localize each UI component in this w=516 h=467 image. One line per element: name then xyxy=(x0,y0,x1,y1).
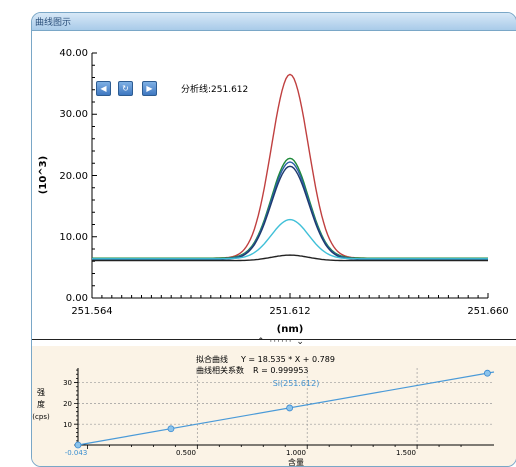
spectrum-series xyxy=(92,73,488,262)
cal-x-tick-label: 1.500 xyxy=(396,449,416,457)
x-tick-label: 251.612 xyxy=(269,306,310,317)
correlation-value: R = 0.999953 xyxy=(253,366,309,375)
cal-x-tick-label: 0.500 xyxy=(176,449,196,457)
cal-x-tick-label: -0.043 xyxy=(65,449,88,457)
y-axis-label-3: (cps) xyxy=(32,413,50,421)
calibration-marks xyxy=(74,369,495,449)
y-tick-label: 40.00 xyxy=(59,48,88,59)
y-axis-label-2: 度 xyxy=(37,399,45,409)
window-title: 曲线图示 xyxy=(35,18,72,28)
spectrum-series-line xyxy=(92,165,488,261)
calibration-panel: 拟合曲线 Y = 18.535 * X + 0.789 曲线相关系数 R = 0… xyxy=(32,346,516,466)
analysis-line-label: 分析线:251.612 xyxy=(181,85,249,95)
fit-line xyxy=(77,371,495,446)
spectrum-series-line xyxy=(92,161,488,260)
cal-x-label: 含量 xyxy=(288,457,304,466)
y-tick-label: 30.00 xyxy=(59,109,88,120)
fit-equation: Y = 18.535 * X + 0.789 xyxy=(240,355,335,364)
calibration-point xyxy=(74,441,82,449)
series-label: Si(251.612) xyxy=(273,379,320,388)
next-line-button[interactable]: ▶ xyxy=(142,81,157,96)
correlation-label: 曲线相关系数 xyxy=(196,365,244,375)
x-tick-label: 251.660 xyxy=(467,306,508,317)
calibration-chart: 拟合曲线 Y = 18.535 * X + 0.789 曲线相关系数 R = 0… xyxy=(32,354,495,466)
cal-x-tick-label: 1.000 xyxy=(286,449,306,457)
spectrum-chart: 40.00 30.00 20.00 10.00 0.00 251.564 251… xyxy=(38,48,509,335)
spectrum-y-label: (10^3) xyxy=(38,156,49,194)
spectrum-series-line xyxy=(92,254,488,262)
cal-x-ticks: -0.043 0.500 1.000 1.500 xyxy=(65,449,416,457)
cal-y-ticks: 30 20 10 xyxy=(63,379,72,429)
fit-curve-label: 拟合曲线 xyxy=(196,354,228,364)
calibration-point xyxy=(167,425,175,433)
y-axis-label-1: 强 xyxy=(37,388,45,397)
y-tick-label: 20.00 xyxy=(59,171,88,182)
spectrum-series-line xyxy=(92,218,488,260)
calibration-point xyxy=(484,369,491,377)
curve-window: 曲线图示 40.00 30.00 20.00 10.00 0.00 251.56… xyxy=(31,12,516,467)
cal-y-tick-label: 30 xyxy=(63,379,72,387)
splitter-grip-icon[interactable]: ⌃ ······ ⌄ xyxy=(257,337,305,347)
spectrum-y-ticks: 40.00 30.00 20.00 10.00 0.00 xyxy=(59,48,88,304)
y-tick-label: 10.00 xyxy=(59,232,88,243)
x-tick-label: 251.564 xyxy=(71,306,112,317)
spectrum-panel: 40.00 30.00 20.00 10.00 0.00 251.564 251… xyxy=(32,31,516,339)
title-bar: 曲线图示 xyxy=(32,13,516,31)
cal-y-tick-label: 20 xyxy=(63,400,72,408)
previous-line-button[interactable]: ◀ xyxy=(96,81,111,96)
cal-y-tick-label: 10 xyxy=(63,421,72,429)
spectrum-x-ticks: 251.564 251.612 251.660 xyxy=(71,306,508,317)
spectrum-x-label: (nm) xyxy=(277,324,304,335)
spectrum-series-line xyxy=(92,157,488,259)
calibration-point xyxy=(286,404,294,412)
y-tick-label: 0.00 xyxy=(66,293,88,304)
refresh-button[interactable]: ↻ xyxy=(118,81,133,96)
